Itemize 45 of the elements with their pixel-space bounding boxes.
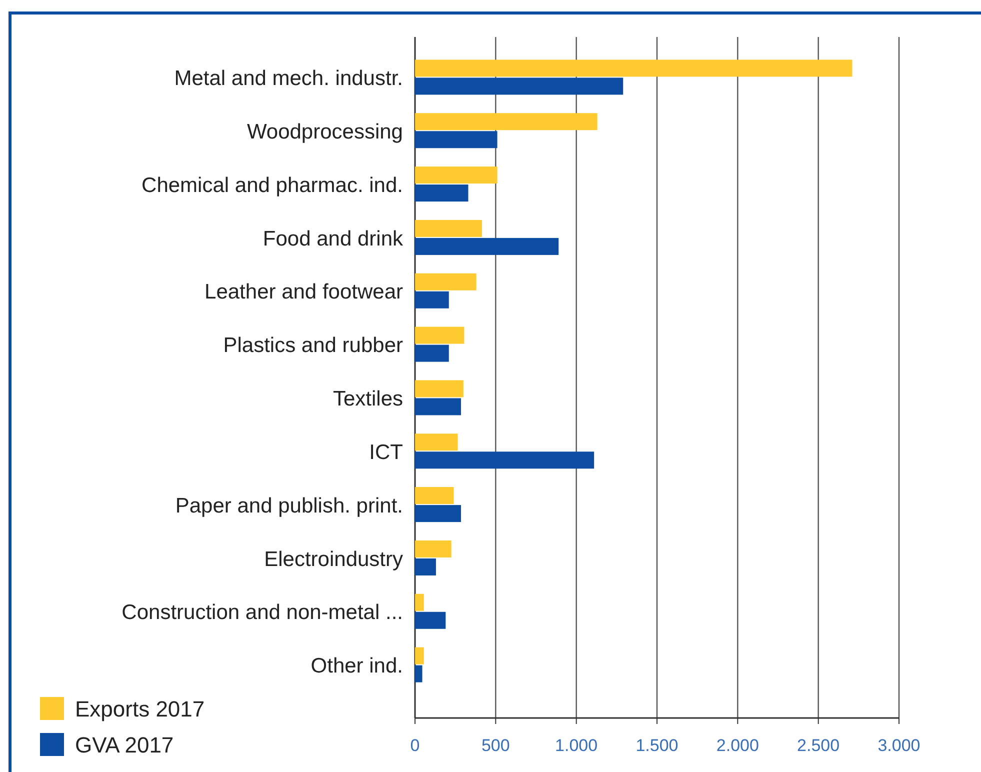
bar	[415, 452, 594, 469]
bar	[415, 647, 424, 664]
y-tick-label: Construction and non-metal ...	[122, 601, 403, 624]
y-tick-label: Leather and footwear	[204, 280, 403, 304]
x-tick-label: 500	[481, 736, 510, 755]
x-tick-label: 0	[410, 736, 420, 755]
y-tick-label: Food and drink	[262, 227, 404, 250]
bar	[415, 487, 454, 504]
y-tick-label: Textiles	[332, 388, 403, 411]
legend-label: GVA 2017	[75, 732, 174, 758]
bar	[415, 131, 498, 148]
y-tick-label: Other ind.	[310, 654, 403, 678]
y-tick-label: Electroindustry	[264, 548, 404, 571]
bar	[415, 78, 624, 95]
bar	[415, 344, 449, 362]
bar	[415, 398, 461, 416]
bar	[415, 612, 446, 629]
x-tick-label: 2.000	[716, 736, 759, 755]
x-tick-label: 1.000	[555, 736, 598, 755]
bar	[415, 184, 468, 202]
bar	[415, 273, 476, 290]
bar	[415, 594, 424, 611]
bar	[415, 505, 461, 522]
x-tick-label: 1.500	[636, 736, 678, 755]
bar	[415, 238, 559, 255]
bar	[415, 220, 482, 237]
bar	[415, 326, 464, 344]
bar	[415, 166, 498, 184]
bar	[415, 558, 436, 576]
y-tick-label: Plastics and rubber	[223, 334, 403, 358]
bar	[415, 434, 458, 451]
legend-label: Exports 2017	[75, 696, 205, 722]
y-tick-label: Paper and publish. print.	[175, 494, 403, 518]
bar	[415, 380, 464, 398]
bar	[415, 540, 452, 558]
y-tick-label: Metal and mech. industr.	[174, 67, 403, 90]
bar	[415, 60, 852, 77]
x-tick-label: 2.500	[797, 736, 840, 755]
y-tick-label: Woodprocessing	[246, 120, 403, 144]
y-tick-label: Chemical and pharmac. ind.	[142, 174, 403, 197]
x-tick-label: 3.000	[878, 736, 920, 755]
bar	[415, 665, 422, 682]
y-tick-label: ICT	[369, 440, 404, 464]
bar	[415, 291, 449, 308]
bar	[415, 113, 598, 130]
